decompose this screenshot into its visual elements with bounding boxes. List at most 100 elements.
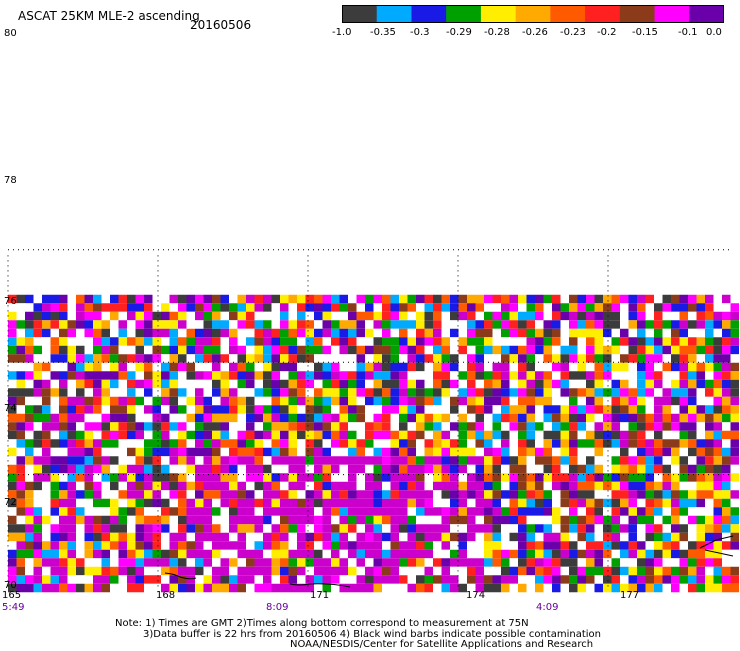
data-cell — [59, 354, 68, 363]
data-cell — [560, 498, 569, 508]
data-cell — [467, 422, 476, 431]
data-cell — [348, 447, 357, 457]
data-cell — [705, 405, 714, 414]
data-cell — [373, 583, 382, 593]
data-cell — [543, 558, 552, 567]
data-cell — [101, 464, 110, 474]
data-cell — [67, 422, 76, 431]
data-cell — [458, 388, 467, 397]
data-cell — [271, 456, 280, 465]
data-cell — [467, 447, 476, 457]
data-cell — [212, 337, 221, 346]
data-cell — [67, 294, 76, 304]
data-cell — [577, 354, 586, 363]
data-cell — [59, 524, 68, 533]
data-cell — [705, 515, 714, 525]
data-cell — [645, 294, 654, 304]
data-cell — [458, 362, 467, 372]
data-cell — [611, 345, 620, 355]
data-cell — [203, 490, 212, 499]
data-cell — [441, 388, 450, 397]
data-cell — [144, 464, 153, 474]
data-cell — [8, 328, 17, 338]
data-cell — [492, 524, 501, 533]
data-cell — [365, 490, 374, 499]
data-cell — [407, 371, 416, 380]
data-cell — [484, 405, 493, 414]
data-cell — [620, 362, 629, 372]
data-cell — [25, 549, 34, 559]
data-cell — [339, 575, 348, 584]
data-cell — [322, 362, 331, 372]
data-cell — [271, 558, 280, 567]
data-cell — [373, 371, 382, 380]
data-cell — [526, 549, 535, 559]
data-cell — [67, 507, 76, 516]
data-cell — [662, 311, 671, 321]
data-cell — [169, 396, 178, 406]
data-cell — [509, 583, 518, 593]
data-cell — [25, 430, 34, 440]
data-cell — [399, 447, 408, 457]
data-cell — [416, 498, 425, 508]
data-cell — [161, 558, 170, 567]
data-cell — [526, 566, 535, 576]
data-cell — [552, 524, 561, 533]
data-cell — [467, 532, 476, 542]
data-cell — [467, 490, 476, 499]
data-cell — [280, 337, 289, 346]
data-cell — [169, 371, 178, 380]
data-cell — [713, 532, 722, 542]
data-cell — [237, 311, 246, 321]
data-cell — [152, 507, 161, 516]
data-cell — [331, 354, 340, 363]
data-cell — [424, 337, 433, 346]
data-cell — [705, 345, 714, 355]
data-cell — [33, 541, 42, 550]
data-cell — [178, 575, 187, 584]
data-cell — [93, 388, 102, 397]
data-cell — [603, 490, 612, 499]
data-cell — [662, 413, 671, 423]
data-cell — [186, 515, 195, 525]
data-cell — [118, 481, 127, 491]
lat-label: 76 — [4, 296, 17, 307]
data-cell — [229, 422, 238, 431]
data-cell — [535, 549, 544, 559]
data-cell — [441, 456, 450, 465]
data-cell — [110, 575, 119, 584]
data-cell — [263, 558, 272, 567]
data-cell — [288, 362, 297, 372]
data-cell — [280, 430, 289, 440]
data-cell — [356, 362, 365, 372]
data-cell — [475, 490, 484, 499]
data-cell — [654, 354, 663, 363]
data-cell — [280, 405, 289, 414]
data-cell — [509, 456, 518, 465]
data-cell — [416, 439, 425, 448]
data-cell — [186, 337, 195, 346]
data-cell — [662, 583, 671, 593]
data-cell — [577, 515, 586, 525]
data-cell — [127, 413, 136, 423]
data-cell — [569, 583, 578, 593]
data-cell — [501, 447, 510, 457]
data-cell — [535, 558, 544, 567]
data-cell — [543, 337, 552, 346]
data-cell — [637, 566, 646, 576]
data-cell — [569, 345, 578, 355]
data-cell — [288, 337, 297, 346]
data-cell — [535, 541, 544, 550]
data-cell — [59, 558, 68, 567]
data-cell — [662, 558, 671, 567]
data-cell — [399, 481, 408, 491]
data-cell — [484, 583, 493, 593]
data-cell — [212, 558, 221, 567]
data-cell — [518, 490, 527, 499]
data-cell — [637, 447, 646, 457]
data-cell — [271, 447, 280, 457]
data-cell — [526, 362, 535, 372]
data-cell — [212, 311, 221, 321]
data-cell — [458, 337, 467, 346]
data-cell — [76, 439, 85, 448]
